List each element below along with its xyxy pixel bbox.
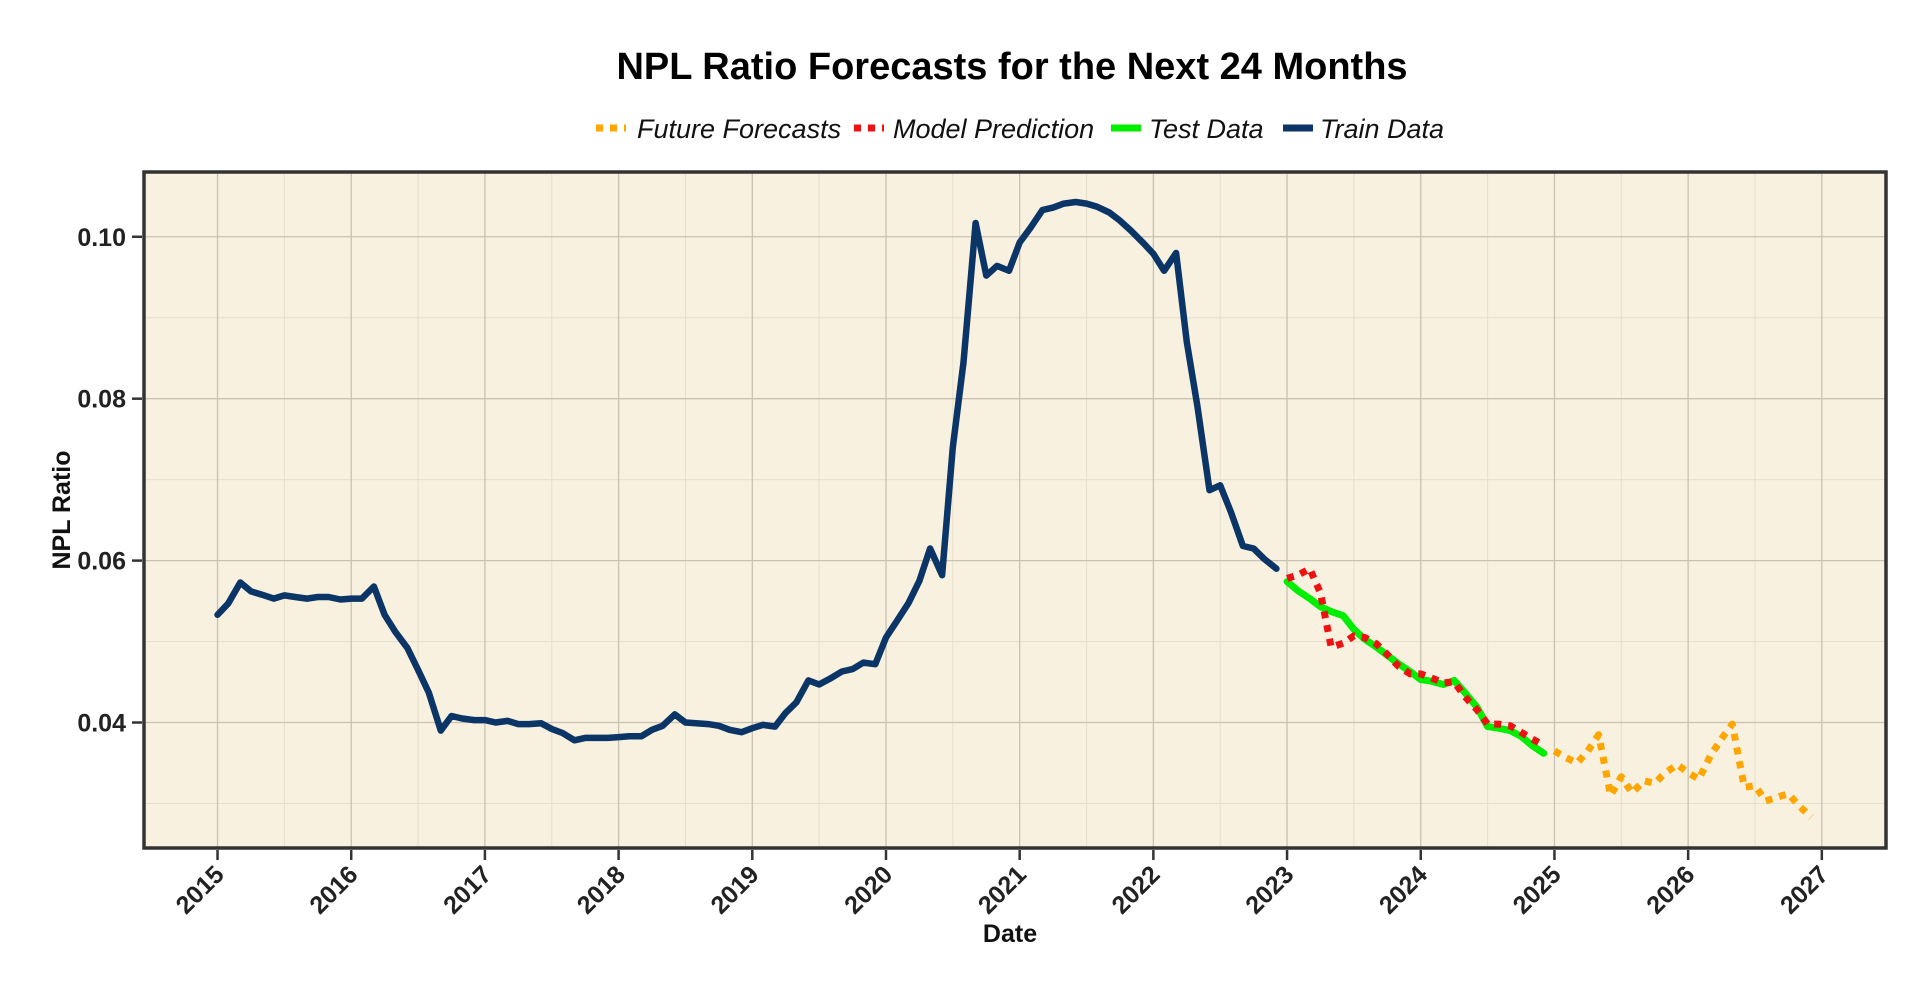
legend-label-train: Train Data: [1320, 114, 1444, 144]
x-tick-label: 2018: [572, 860, 631, 919]
x-tick-label: 2027: [1775, 860, 1834, 919]
series-line-test: [1283, 578, 1548, 757]
y-tick-label: 0.06: [77, 548, 126, 576]
x-tick-label: 2021: [973, 860, 1032, 919]
x-axis: 2015 2016 2017 2018 2019 2020 2021 2022 2023 2024…: [171, 850, 1834, 920]
x-axis-title: Date: [983, 920, 1037, 948]
x-tick-label: 2022: [1106, 860, 1165, 919]
y-axis-title: NPL Ratio: [48, 451, 76, 570]
legend-label-model: Model Prediction: [893, 114, 1094, 144]
series-line-model: [1286, 565, 1546, 749]
legend: Future Forecasts Model Prediction Test D…: [596, 114, 1444, 144]
x-tick-label: 2016: [304, 860, 363, 919]
x-tick-label: 2023: [1240, 860, 1299, 919]
chart-title: NPL Ratio Forecasts for the Next 24 Mont…: [616, 46, 1407, 88]
series-line-future: [1552, 720, 1814, 820]
x-tick-label: 2019: [705, 860, 764, 919]
legend-label-future: Future Forecasts: [637, 114, 841, 144]
legend-item-train: Train Data: [1283, 114, 1444, 144]
legend-label-test: Test Data: [1149, 114, 1264, 144]
x-tick-label: 2025: [1508, 860, 1567, 919]
plot-border: [142, 170, 1888, 850]
x-tick-label: 2020: [839, 860, 898, 919]
y-tick-label: 0.08: [77, 386, 126, 414]
legend-item-test: Test Data: [1111, 114, 1264, 144]
legend-item-future: Future Forecasts: [596, 114, 841, 144]
x-tick-label: 2026: [1641, 860, 1700, 919]
x-tick-label: 2015: [171, 860, 230, 919]
series-layer: [214, 198, 1814, 820]
x-tick-label: 2017: [438, 860, 497, 919]
plot-panel: [144, 172, 1886, 848]
y-axis: 0.04 0.06 0.08 0.10: [77, 224, 142, 738]
grid: [144, 172, 1886, 848]
series-line-train: [214, 198, 1280, 744]
legend-item-model: Model Prediction: [854, 114, 1094, 144]
x-tick-label: 2024: [1374, 860, 1433, 919]
y-tick-label: 0.10: [77, 224, 126, 252]
y-tick-label: 0.04: [77, 710, 126, 738]
